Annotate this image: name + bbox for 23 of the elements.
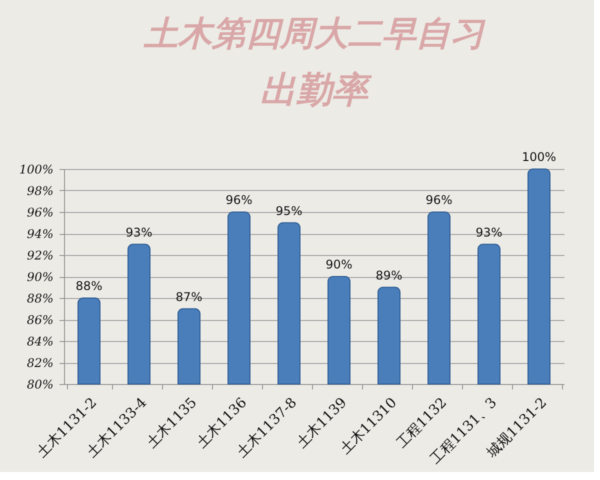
y-tick-label: 100%	[19, 162, 54, 176]
data-label: 89%	[376, 268, 402, 282]
data-label: 93%	[126, 225, 152, 240]
data-label: 100%	[522, 150, 556, 164]
data-label: 96%	[226, 193, 252, 207]
y-tick-label: 90%	[26, 270, 54, 284]
y-tick-label: 92%	[26, 248, 54, 262]
y-tick-label: 94%	[26, 227, 54, 241]
data-label: 88%	[76, 279, 102, 293]
y-tick-label: 96%	[26, 206, 54, 220]
data-label: 90%	[326, 258, 352, 272]
data-label: 93%	[476, 225, 502, 240]
y-tick-label: 88%	[26, 292, 54, 306]
y-tick-label: 80%	[26, 378, 54, 392]
data-label: 87%	[176, 290, 202, 304]
y-tick-label: 98%	[26, 184, 54, 198]
y-tick-label: 86%	[26, 313, 54, 327]
chart-subtitle: 出勤率	[260, 69, 373, 111]
data-label: 95%	[276, 204, 302, 218]
chart-title: 土木第四周大二早自习	[143, 14, 486, 54]
y-tick-label: 84%	[26, 334, 54, 348]
y-tick-label: 82%	[26, 356, 54, 370]
data-label: 96%	[426, 193, 452, 207]
